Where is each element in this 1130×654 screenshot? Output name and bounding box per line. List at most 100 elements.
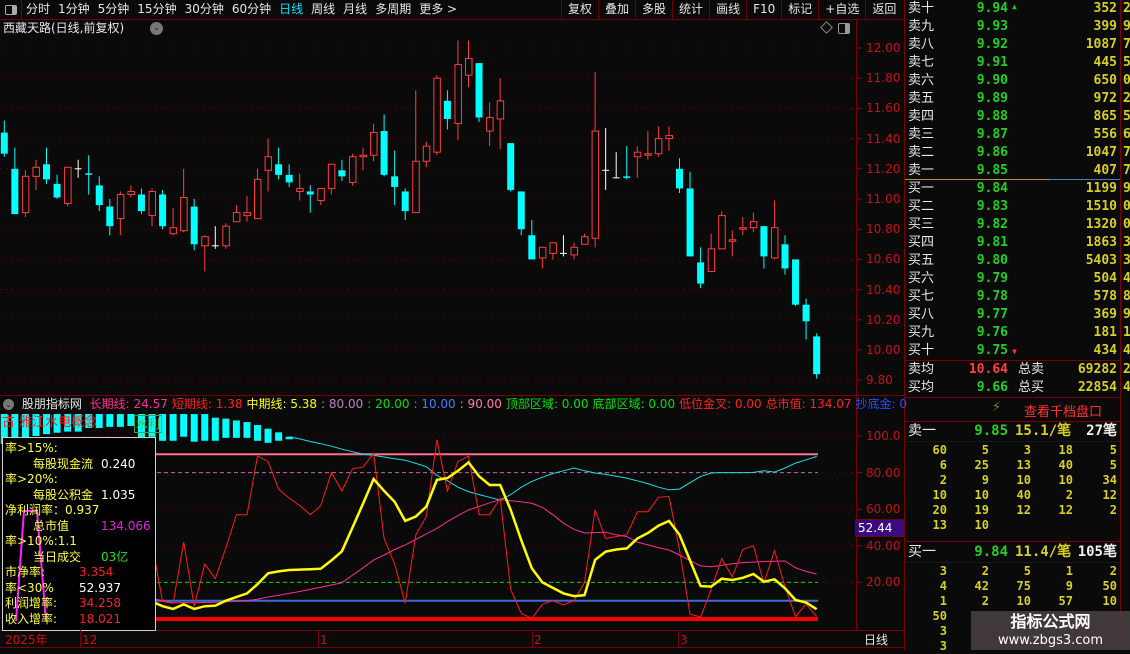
candle bbox=[232, 205, 241, 223]
level-price: 9.94 bbox=[976, 1, 1008, 16]
level-price: 9.85 bbox=[976, 163, 1008, 178]
queue-cell: 75 bbox=[1016, 579, 1031, 593]
toolbar-button[interactable]: 叠加 bbox=[598, 0, 635, 19]
queue-cell: 10 bbox=[974, 518, 989, 532]
legend-item: : 10.00 bbox=[413, 397, 456, 411]
order-book-row[interactable]: 卖七 9.91 445 bbox=[906, 54, 1120, 72]
stock-chart[interactable] bbox=[0, 0, 905, 650]
candle-body bbox=[306, 191, 314, 195]
legend-item: : 20.00 bbox=[367, 397, 410, 411]
order-book-row[interactable]: 卖四 9.88 865 bbox=[906, 108, 1120, 126]
toolbar-button[interactable]: 复权 bbox=[561, 0, 598, 19]
candle bbox=[443, 90, 451, 130]
toolbar-button[interactable]: 标记 bbox=[781, 0, 818, 19]
bid_queue-header[interactable]: 买一 9.84 11.4/笔 105笔 bbox=[906, 543, 1120, 561]
candle-body bbox=[443, 100, 451, 119]
order-book-row[interactable]: 卖一 9.85 407 bbox=[906, 162, 1120, 180]
candle-body bbox=[749, 221, 758, 229]
queue-label: 卖一 bbox=[908, 423, 936, 439]
level-volume: 556 bbox=[1093, 127, 1117, 142]
candle bbox=[254, 168, 262, 220]
candle bbox=[95, 176, 103, 212]
order-book-row[interactable]: 卖八 9.92 1087 bbox=[906, 36, 1120, 54]
candle-body bbox=[654, 138, 663, 155]
toolbar-button[interactable]: 画线 bbox=[709, 0, 746, 19]
queue-row: 2 9 10 10 34 bbox=[906, 473, 1120, 488]
period-tab[interactable]: 分时 bbox=[26, 2, 51, 16]
level-volume: 1320 bbox=[1085, 217, 1117, 232]
period-tab[interactable]: 5分钟 bbox=[97, 2, 130, 16]
toolbar-button[interactable]: 返回 bbox=[865, 0, 902, 19]
level-price: 9.88 bbox=[976, 109, 1008, 124]
queue-cell: 5 bbox=[1023, 564, 1031, 578]
order-book-row[interactable]: 买五 9.80 5403 bbox=[906, 252, 1120, 270]
queue-cell: 9 bbox=[1065, 579, 1073, 593]
period-tab[interactable]: 多周期 bbox=[375, 2, 412, 16]
info-value: 52.937 bbox=[79, 580, 121, 595]
order-book-row[interactable]: 买二 9.83 1510 bbox=[906, 198, 1120, 216]
ask_queue-header[interactable]: 卖一 9.85 15.1/笔 27笔 bbox=[906, 422, 1120, 440]
strip-digit: 5 bbox=[1123, 109, 1130, 124]
qiandang-button[interactable]: 查看千档盘口 bbox=[1024, 405, 1103, 420]
candle-body bbox=[275, 164, 283, 175]
candle bbox=[665, 126, 673, 151]
period-tab[interactable]: 更多 > bbox=[419, 2, 458, 16]
toolbar-button[interactable]: F10 bbox=[746, 0, 781, 19]
level-label: 卖十 bbox=[908, 1, 935, 16]
order-book-row[interactable]: 买八 9.77 369 bbox=[906, 306, 1120, 324]
order-book-row[interactable]: 卖九 9.93 399 bbox=[906, 18, 1120, 36]
cyan-bar bbox=[106, 414, 114, 427]
period-tab[interactable]: 周线 bbox=[311, 2, 336, 16]
level-label: 卖九 bbox=[908, 19, 935, 34]
queue-cell: 3 bbox=[939, 639, 947, 653]
period-tab[interactable]: 1分钟 bbox=[58, 2, 90, 16]
candle-body bbox=[422, 145, 431, 162]
order-book-row[interactable]: 买七 9.78 578 bbox=[906, 288, 1120, 306]
toolbar-button[interactable]: 统计 bbox=[672, 0, 709, 19]
candle-body bbox=[517, 191, 525, 230]
level-price: 9.81 bbox=[976, 235, 1008, 250]
candle-body bbox=[285, 174, 293, 183]
indicator-name[interactable]: 股朋指标网 bbox=[21, 397, 82, 411]
period-tab[interactable]: 15分钟 bbox=[137, 2, 177, 16]
candle-body bbox=[127, 190, 135, 195]
queue-cell: 40 bbox=[1058, 458, 1073, 472]
cyan-bar bbox=[222, 418, 230, 438]
order-book-row[interactable]: 买三 9.82 1320 bbox=[906, 216, 1120, 234]
level-label: 卖七 bbox=[908, 55, 935, 70]
order-book-row[interactable]: 买四 9.81 1863 bbox=[906, 234, 1120, 252]
concept-label: 古 雅江水电概念 bbox=[2, 415, 98, 430]
period-label[interactable]: 日线 bbox=[864, 633, 889, 647]
candle-body bbox=[496, 100, 505, 120]
order-book-row[interactable]: 卖二 9.86 1047 bbox=[906, 144, 1120, 162]
candle bbox=[32, 159, 40, 190]
candle-body bbox=[676, 168, 683, 189]
candle bbox=[770, 200, 779, 260]
order-book-row[interactable]: 买九 9.76 181 bbox=[906, 324, 1120, 342]
toolbar-button[interactable]: +自选 bbox=[818, 0, 865, 19]
candle bbox=[528, 220, 536, 260]
watermark-url: www.zbgs3.com bbox=[997, 633, 1104, 648]
order-book-row[interactable]: 买六 9.79 504 bbox=[906, 270, 1120, 288]
panel-toggle-icon[interactable] bbox=[838, 23, 850, 34]
level-price: 9.89 bbox=[976, 91, 1008, 106]
cyan-bar bbox=[159, 414, 167, 441]
order-book-row[interactable]: 买十 9.75 434 ▼ bbox=[906, 342, 1120, 360]
indicator-menu-chevron-icon[interactable]: ⌄ bbox=[3, 399, 14, 410]
title-dropdown-chevron-icon[interactable]: ⌄ bbox=[150, 22, 163, 35]
order-book-row[interactable]: 卖十 9.94 352 ▲ bbox=[906, 0, 1120, 18]
level-label: 卖一 bbox=[908, 163, 935, 178]
period-tab[interactable]: 60分钟 bbox=[231, 2, 272, 16]
date-label: 1 bbox=[320, 633, 328, 647]
level-volume: 650 bbox=[1093, 73, 1117, 88]
order-book-row[interactable]: 卖六 9.90 650 bbox=[906, 72, 1120, 90]
period-tab[interactable]: 30分钟 bbox=[184, 2, 224, 16]
order-book-row[interactable]: 卖三 9.87 556 bbox=[906, 126, 1120, 144]
order-book-row[interactable]: 买一 9.84 1199 bbox=[906, 180, 1120, 198]
queue-label: 买一 bbox=[908, 544, 936, 560]
period-tab[interactable]: 日线 bbox=[279, 2, 304, 16]
order-book-row[interactable]: 卖五 9.89 972 bbox=[906, 90, 1120, 108]
strip-digit: 1 bbox=[1123, 325, 1130, 340]
period-tab[interactable]: 月线 bbox=[343, 2, 368, 16]
toolbar-button[interactable]: 多股 bbox=[635, 0, 672, 19]
